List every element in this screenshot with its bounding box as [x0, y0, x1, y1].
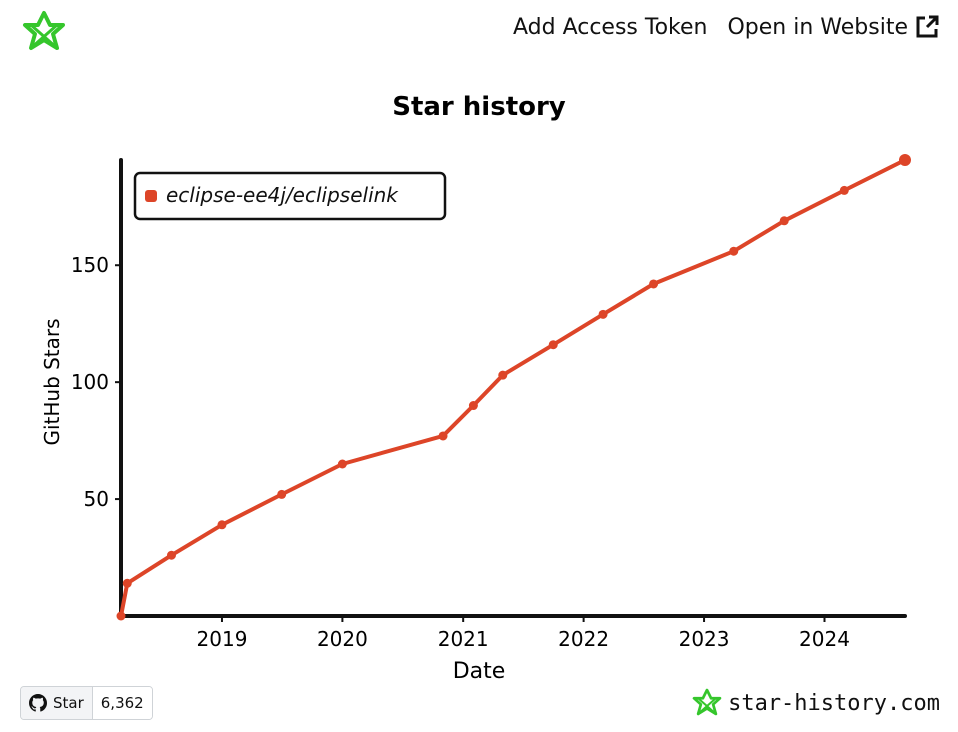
data-point [122, 578, 132, 588]
data-point [116, 611, 126, 621]
legend-swatch [145, 190, 157, 202]
series-line [119, 158, 907, 618]
star-history-brand-link[interactable]: star-history.com [692, 688, 940, 718]
data-point [277, 489, 287, 499]
add-access-token-label: Add Access Token [512, 14, 708, 40]
data-point [839, 185, 849, 195]
open-in-website-link[interactable]: Open in Website [727, 14, 940, 40]
x-tick-label: 2023 [679, 627, 730, 651]
y-tick-label: 50 [84, 487, 109, 511]
github-star-button[interactable]: Star [21, 687, 93, 719]
data-point [899, 154, 911, 166]
github-star-label: Star [53, 694, 84, 712]
data-point [649, 279, 659, 289]
add-access-token-link[interactable]: Add Access Token [513, 15, 708, 40]
data-point [468, 401, 478, 411]
chart-title: Star history [392, 92, 566, 122]
data-point [729, 246, 739, 256]
x-tick-label: 2021 [438, 627, 489, 651]
y-tick-label: 150 [71, 253, 109, 277]
github-star-count[interactable]: 6,362 [92, 687, 152, 719]
star-history-logo-icon [692, 688, 722, 716]
external-link-icon [916, 15, 939, 38]
data-point [337, 459, 347, 469]
data-point [779, 216, 789, 226]
data-point [438, 431, 448, 441]
x-tick-label: 2019 [197, 627, 248, 651]
open-in-website-label: Open in Website [727, 14, 908, 40]
star-history-logo-icon[interactable] [22, 10, 66, 54]
data-point [548, 340, 558, 350]
chart-legend: eclipse-ee4j/eclipselink [133, 171, 447, 221]
x-tick-label: 2024 [799, 627, 850, 651]
x-axis-label: Date [453, 659, 506, 684]
y-tick-label: 100 [71, 370, 109, 394]
data-point [217, 520, 227, 530]
legend-label: eclipse-ee4j/eclipselink [166, 183, 399, 207]
brand-text: star-history.com [728, 690, 940, 716]
y-axis-label: GitHub Stars [40, 318, 64, 445]
star-history-chart: Star history 2019 2020 2021 2022 2023 2024 50 1… [40, 92, 911, 684]
data-point [498, 370, 508, 380]
x-tick-label: 2022 [558, 627, 609, 651]
data-point [166, 550, 176, 560]
data-point [598, 309, 608, 319]
legend-box [133, 171, 447, 221]
github-star-widget: Star 6,362 [20, 686, 153, 720]
github-icon [29, 694, 47, 712]
x-tick-label: 2020 [317, 627, 368, 651]
